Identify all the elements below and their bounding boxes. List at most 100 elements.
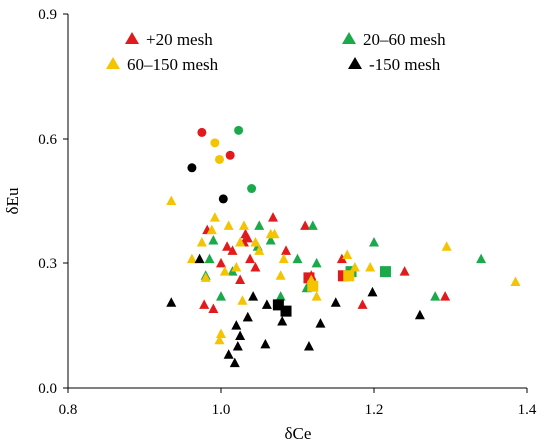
plus20-mesh-triangle-point bbox=[440, 291, 451, 301]
plus20-mesh-triangle-point bbox=[242, 232, 253, 243]
minus150-mesh-square-point bbox=[272, 299, 284, 311]
20-60-mesh-triangle-point bbox=[208, 234, 219, 245]
minus150-mesh-triangle-point bbox=[231, 320, 242, 330]
60-150-mesh-triangle-point bbox=[254, 245, 265, 255]
legend-marker-plus20 bbox=[125, 32, 139, 44]
x-tick-label: 1.2 bbox=[365, 402, 384, 418]
minus150-mesh-triangle-point bbox=[194, 253, 205, 264]
20-60-mesh-triangle-point bbox=[369, 237, 379, 247]
60-150-mesh-triangle-point bbox=[200, 272, 211, 282]
minus150-mesh-triangle-point bbox=[277, 316, 288, 326]
20-60-mesh-triangle-point bbox=[476, 253, 487, 264]
minus150-mesh-circle-point bbox=[187, 163, 197, 173]
60-150-mesh-triangle-point bbox=[186, 253, 197, 264]
legend-marker-minus150 bbox=[348, 57, 362, 69]
y-tick-label: 0.0 bbox=[38, 381, 57, 397]
20-60-mesh-triangle-point bbox=[254, 220, 265, 230]
plot-frame bbox=[67, 14, 527, 389]
y-tick-label: 0.3 bbox=[38, 256, 57, 272]
plus20-mesh-triangle-point bbox=[268, 212, 279, 222]
60-150-mesh-triangle-point bbox=[342, 249, 353, 260]
60-150-mesh-triangle-point bbox=[235, 237, 246, 247]
minus150-mesh-triangle-point bbox=[242, 311, 253, 322]
legend: +20 mesh 20–60 mesh 60–150 mesh -150 mes… bbox=[106, 30, 446, 74]
minus150-mesh-triangle-point bbox=[248, 291, 259, 301]
minus150-mesh-circle-point bbox=[218, 194, 228, 204]
60-150-mesh-triangle-point bbox=[365, 261, 376, 272]
plus20-mesh-triangle-point bbox=[250, 261, 261, 272]
60-150-mesh-triangle-point bbox=[223, 220, 234, 230]
x-ticks: 0.8 1.0 1.2 1.4 bbox=[59, 388, 537, 418]
60-150-mesh-triangle-point bbox=[250, 237, 261, 247]
data-points bbox=[166, 125, 521, 368]
legend-marker-20-60 bbox=[342, 32, 356, 44]
plus20-mesh-triangle-point bbox=[336, 253, 347, 264]
60-150-mesh-triangle-point bbox=[214, 334, 225, 345]
60-150-mesh-triangle-point bbox=[441, 241, 452, 251]
legend-label-60-150: 60–150 mesh bbox=[127, 55, 219, 74]
x-tick-label: 1.4 bbox=[518, 402, 537, 418]
minus150-mesh-triangle-point bbox=[232, 340, 243, 351]
20-60-mesh-triangle-point bbox=[311, 257, 322, 268]
legend-label-plus20: +20 mesh bbox=[146, 30, 213, 49]
y-tick-label: 0.9 bbox=[38, 7, 57, 23]
60-150-mesh-circle-point bbox=[214, 154, 224, 164]
60-150-mesh-triangle-point bbox=[219, 266, 230, 276]
20-60-mesh-circle-point bbox=[234, 125, 244, 135]
x-axis-title: δCe bbox=[285, 424, 312, 443]
20-60-mesh-triangle-point bbox=[430, 291, 441, 301]
plus20-mesh-triangle-point bbox=[399, 266, 410, 276]
60-150-mesh-triangle-point bbox=[237, 295, 248, 305]
legend-label-minus150: -150 mesh bbox=[369, 55, 441, 74]
plus20-mesh-circle-point bbox=[225, 150, 235, 160]
plus20-mesh-square-point bbox=[303, 272, 315, 284]
20-60-mesh-triangle-point bbox=[265, 234, 276, 245]
y-axis-title: δEu bbox=[3, 187, 22, 214]
minus150-mesh-triangle-point bbox=[229, 357, 240, 368]
minus150-mesh-triangle-point bbox=[315, 318, 326, 328]
plus20-mesh-triangle-point bbox=[300, 220, 311, 230]
60-150-mesh-triangle-point bbox=[196, 237, 207, 247]
plus20-mesh-triangle-point bbox=[216, 257, 226, 268]
y-ticks: 0.0 0.3 0.6 0.9 bbox=[38, 7, 68, 397]
plus20-mesh-triangle-point bbox=[199, 299, 210, 309]
60-150-mesh-triangle-point bbox=[166, 195, 177, 205]
minus150-mesh-square-point bbox=[280, 305, 292, 317]
60-150-mesh-circle-point bbox=[210, 138, 220, 148]
20-60-mesh-triangle-point bbox=[307, 220, 318, 230]
plus20-mesh-circle-point bbox=[197, 127, 207, 137]
x-tick-label: 1.0 bbox=[212, 402, 231, 418]
minus150-mesh-triangle-point bbox=[330, 297, 341, 307]
60-150-mesh-triangle-point bbox=[275, 270, 286, 280]
minus150-mesh-triangle-point bbox=[261, 299, 272, 309]
plus20-mesh-triangle-point bbox=[222, 241, 233, 251]
20-60-mesh-triangle-point bbox=[292, 253, 303, 264]
minus150-mesh-triangle-point bbox=[235, 330, 246, 341]
x-tick-label: 0.8 bbox=[59, 402, 78, 418]
60-150-mesh-triangle-point bbox=[206, 224, 217, 235]
60-150-mesh-triangle-point bbox=[278, 253, 289, 264]
minus150-mesh-triangle-point bbox=[166, 297, 177, 307]
60-150-mesh-triangle-point bbox=[311, 291, 322, 301]
60-150-mesh-triangle-point bbox=[269, 228, 280, 239]
plus20-mesh-triangle-point bbox=[208, 303, 219, 314]
minus150-mesh-triangle-point bbox=[367, 286, 378, 297]
minus150-mesh-triangle-point bbox=[223, 349, 234, 359]
minus150-mesh-triangle-point bbox=[414, 309, 425, 320]
20-60-mesh-square-point bbox=[379, 266, 391, 278]
plus20-mesh-triangle-point bbox=[357, 299, 368, 309]
minus150-mesh-triangle-point bbox=[260, 338, 271, 349]
plus20-mesh-triangle-point bbox=[227, 245, 238, 255]
plus20-mesh-triangle-point bbox=[235, 274, 246, 284]
60-150-mesh-triangle-point bbox=[231, 261, 242, 272]
20-60-mesh-triangle-point bbox=[275, 291, 286, 301]
60-150-mesh-triangle-point bbox=[510, 276, 521, 287]
60-150-mesh-square-point bbox=[343, 270, 355, 282]
60-150-mesh-triangle-point bbox=[216, 328, 226, 338]
plus20-mesh-triangle-point bbox=[281, 245, 292, 255]
60-150-mesh-triangle-point bbox=[238, 220, 249, 230]
60-150-mesh-triangle-point bbox=[209, 212, 220, 222]
20-60-mesh-triangle-point bbox=[204, 253, 215, 264]
minus150-mesh-triangle-point bbox=[303, 340, 314, 351]
60-150-mesh-square-point bbox=[307, 280, 319, 292]
